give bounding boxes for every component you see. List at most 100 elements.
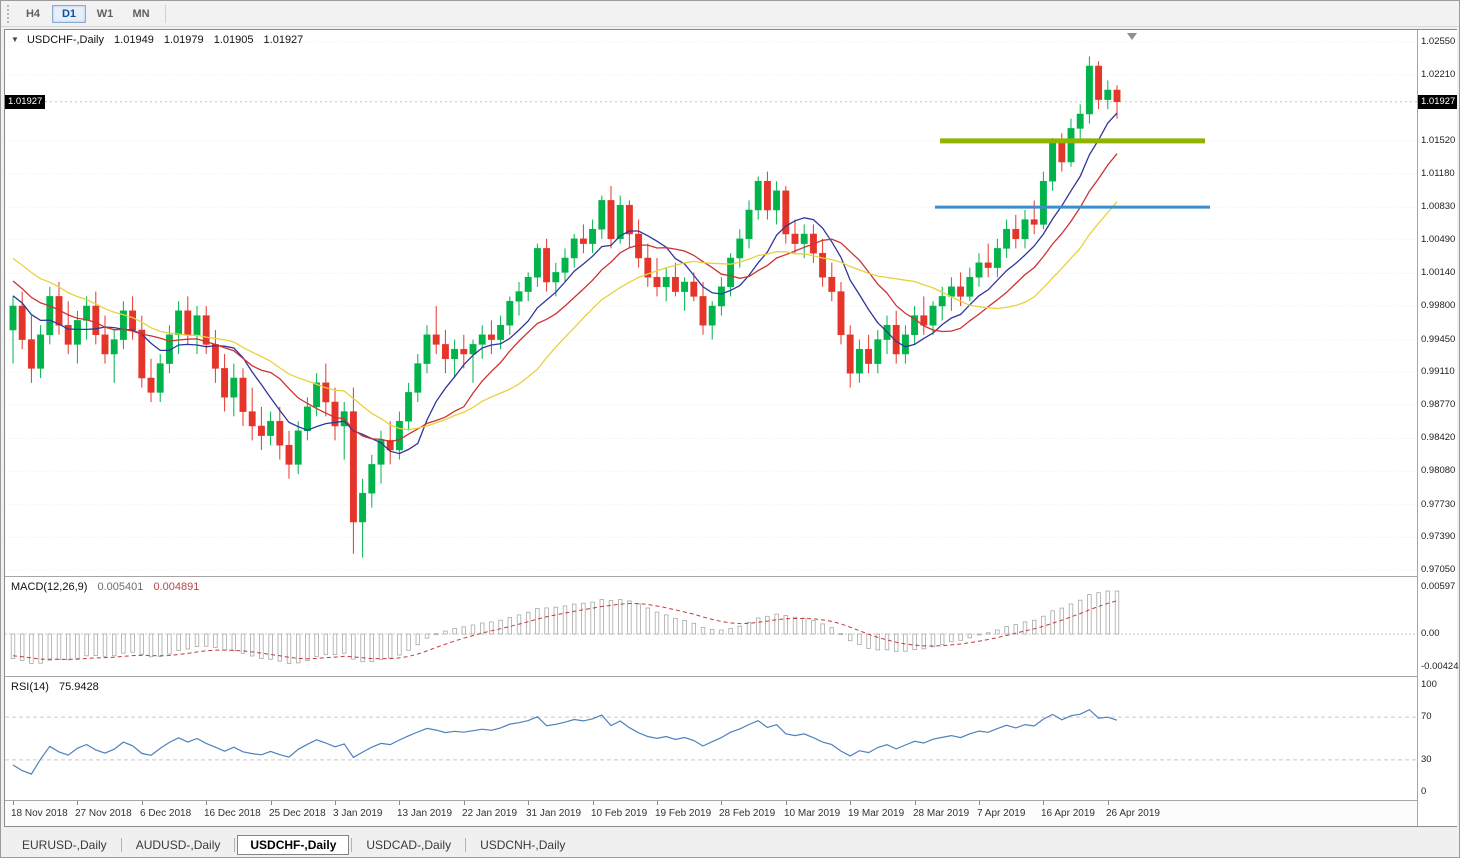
time-axis-tick	[206, 801, 207, 805]
candles-layer	[9, 56, 1121, 558]
price-scale-label: 1.00140	[1421, 267, 1456, 279]
symbol-tab-audusd[interactable]: AUDUSD-,Daily	[135, 837, 221, 852]
price-scale-label: 0.99110	[1421, 366, 1455, 378]
timeframe-buttons: H4 D1 W1 MN	[15, 4, 159, 23]
macd-scale-label: -0.00424	[1421, 661, 1459, 673]
price-scale-label: 1.00830	[1421, 201, 1456, 213]
rsi-scale-label: 30	[1421, 753, 1432, 765]
pane-splitter[interactable]	[5, 800, 1456, 801]
time-axis-tick	[271, 801, 272, 805]
macd-indicator-canvas[interactable]	[5, 577, 1417, 676]
rsi-pane: RSI(14) 75.9428	[5, 677, 1417, 800]
current-price-tag: 1.01927	[1418, 94, 1457, 109]
symbol-dropdown-icon[interactable]: ▼	[11, 35, 19, 44]
tab-separator	[465, 837, 467, 852]
chart-symbol-period: USDCHF-,Daily	[26, 34, 104, 46]
time-axis-label: 16 Dec 2018	[204, 808, 261, 819]
time-axis-label: 19 Mar 2019	[848, 808, 905, 819]
rsi-scale-label: 70	[1421, 711, 1432, 723]
time-axis-label: 7 Apr 2019	[977, 808, 1026, 819]
chart-shift-marker-icon	[1127, 33, 1137, 40]
time-axis-label: 28 Mar 2019	[913, 808, 970, 819]
time-axis-tick	[979, 801, 980, 805]
price-pane: ▼ USDCHF-,Daily 1.01949 1.01979 1.01905 …	[5, 30, 1417, 576]
ma-fast-line[interactable]	[12, 112, 1118, 455]
macd-scale-label: 0.00	[1421, 628, 1440, 639]
time-axis-tick	[915, 801, 916, 805]
price-scale-label: 0.98420	[1421, 432, 1456, 444]
macd-signal-line	[12, 600, 1118, 660]
price-scale-label: 1.02550	[1421, 36, 1456, 47]
time-axis-tick	[657, 801, 658, 805]
price-scale-label: 0.98080	[1421, 465, 1456, 477]
time-axis-tick	[721, 801, 722, 805]
symbol-tab-usdchf[interactable]: USDCHF-,Daily	[237, 834, 350, 855]
time-axis-label: 25 Dec 2018	[269, 808, 326, 819]
symbol-tab-eurusd[interactable]: EURUSD-,Daily	[22, 837, 107, 852]
macd-main-value: 0.005401	[97, 581, 144, 593]
price-scale[interactable]: 1.01927 1.02550 1.02210 1.01520 1.01180 1.00…	[1417, 30, 1459, 826]
pane-splitter[interactable]	[5, 576, 1456, 577]
time-axis-label: 27 Nov 2018	[75, 808, 132, 819]
ohlc-close: 1.01927	[263, 34, 304, 46]
tab-separator	[234, 837, 236, 852]
ohlc-high: 1.01979	[163, 34, 204, 46]
timeframe-button-w1[interactable]: W1	[96, 7, 114, 20]
macd-label: MACD(12,26,9)	[11, 581, 88, 593]
price-chart-canvas[interactable]	[5, 30, 1417, 576]
price-scale-label: 0.98770	[1421, 398, 1456, 410]
time-axis-label: 3 Jan 2019	[333, 808, 383, 819]
time-axis-label: 26 Apr 2019	[1106, 808, 1160, 819]
price-scale-label: 1.00490	[1421, 233, 1456, 245]
toolbar-grip-icon[interactable]	[7, 4, 9, 23]
macd-signal-value: 0.004891	[153, 581, 200, 593]
symbol-tab-bar: EURUSD-,Daily AUDUSD-,Daily USDCHF-,Daily U…	[4, 832, 1457, 857]
ohlc-low: 1.01905	[213, 34, 254, 46]
time-axis-tick	[1043, 801, 1044, 805]
price-scale-label: 1.02210	[1421, 68, 1456, 80]
time-axis-tick	[786, 801, 787, 805]
time-axis-label: 10 Feb 2019	[591, 808, 648, 819]
price-scale-label: 0.99450	[1421, 333, 1456, 345]
ma-medium-line[interactable]	[12, 153, 1118, 443]
ohlc-open: 1.01949	[114, 34, 154, 46]
time-axis-tick	[464, 801, 465, 805]
time-axis[interactable]: 18 Nov 2018 27 Nov 2018 6 Dec 2018 16 Dec 2…	[5, 801, 1417, 826]
time-axis-tick	[850, 801, 851, 805]
timeframe-button-d1[interactable]: D1	[52, 4, 86, 23]
time-axis-tick	[335, 801, 336, 805]
symbol-tab-usdcad[interactable]: USDCAD-,Daily	[366, 837, 452, 852]
left-price-tag: 1.01927	[5, 94, 46, 109]
pane-splitter[interactable]	[5, 676, 1456, 677]
time-axis-label: 31 Jan 2019	[526, 808, 582, 819]
symbol-tab-usdcnh[interactable]: USDCNH-,Daily	[480, 837, 566, 852]
time-axis-label: 22 Jan 2019	[462, 808, 518, 819]
time-axis-label: 10 Mar 2019	[784, 808, 841, 819]
time-axis-label: 19 Feb 2019	[655, 808, 712, 819]
price-scale-label: 1.01180	[1421, 167, 1455, 179]
macd-pane: MACD(12,26,9) 0.005401 0.004891	[5, 577, 1417, 676]
time-axis-label: 28 Feb 2019	[719, 808, 776, 819]
time-axis-tick	[142, 801, 143, 805]
rsi-indicator-canvas[interactable]	[5, 677, 1417, 800]
macd-scale-label: 0.00597	[1421, 580, 1456, 592]
time-axis-tick	[77, 801, 78, 805]
time-axis-label: 18 Nov 2018	[11, 808, 68, 819]
time-axis-label: 13 Jan 2019	[397, 808, 453, 819]
chart-title: ▼ USDCHF-,Daily 1.01949 1.01979 1.01905 …	[11, 34, 303, 46]
time-axis-tick	[593, 801, 594, 805]
timeframe-button-h4[interactable]: H4	[25, 7, 41, 20]
rsi-line	[12, 708, 1118, 775]
price-scale-label: 1.01520	[1421, 134, 1456, 146]
tab-separator	[120, 837, 122, 852]
time-axis-tick	[1108, 801, 1109, 805]
ma-slow-line[interactable]	[12, 201, 1118, 431]
time-axis-tick	[399, 801, 400, 805]
rsi-label: RSI(14)	[11, 681, 49, 693]
toolbar-separator	[165, 4, 166, 23]
price-scale-label: 0.97390	[1421, 531, 1456, 543]
chart-window: ▼ USDCHF-,Daily 1.01949 1.01979 1.01905 …	[4, 29, 1459, 827]
timeframe-button-mn[interactable]: MN	[132, 7, 150, 20]
macd-title: MACD(12,26,9) 0.005401 0.004891	[11, 581, 199, 593]
